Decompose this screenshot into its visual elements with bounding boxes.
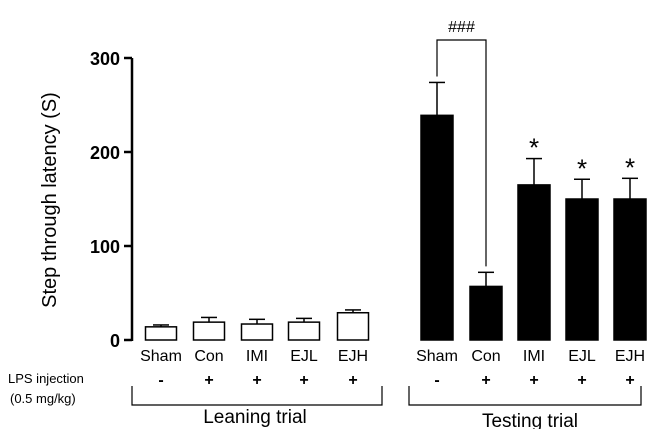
y-tick-label-1: 100: [90, 237, 120, 257]
category-label-0-1: Con: [194, 348, 223, 365]
category-label-1-3: EJL: [568, 348, 596, 365]
bar-0-2: [240, 323, 274, 341]
bar-1-1: [469, 285, 503, 341]
error-bar-1-4: [622, 177, 638, 199]
error-bar-0-0: [153, 324, 169, 327]
group-label-testing: Testing trial: [482, 411, 578, 429]
group-label-leaning: Leaning trial: [203, 407, 307, 428]
lps-sign-1-4: +: [625, 372, 634, 389]
error-bars: [153, 81, 638, 327]
lps-sign-0-3: +: [299, 372, 308, 389]
y-tick-label-3: 300: [90, 49, 120, 69]
error-bar-1-2: [526, 157, 542, 185]
category-label-0-3: EJL: [290, 348, 318, 365]
lps-sign-0-2: +: [252, 372, 261, 389]
bar-1-4: [613, 198, 647, 341]
lps-row-label-line1: LPS injection: [8, 371, 84, 386]
category-label-1-0: Sham: [416, 348, 458, 365]
error-bar-1-1: [478, 271, 494, 287]
y-axis-label: Step through latency (S): [39, 92, 61, 308]
bar-0-3: [287, 321, 321, 341]
category-label-0-4: EJH: [338, 348, 368, 365]
error-bar-1-3: [574, 178, 590, 199]
significance-star-1-3: *: [577, 153, 587, 183]
lps-sign-0-0: -: [158, 372, 163, 389]
error-bar-1-0: [429, 81, 445, 116]
bar-1-2: [517, 184, 551, 341]
lps-sign-1-3: +: [577, 372, 586, 389]
significance-star-1-2: *: [529, 133, 539, 163]
bar-0-4: [336, 311, 370, 341]
group-bracket-1: [408, 386, 642, 406]
lps-sign-1-1: +: [481, 372, 490, 389]
comparison-bracket: [436, 39, 487, 267]
comparison-label: ###: [448, 19, 475, 36]
lps-sign-0-1: +: [204, 372, 213, 389]
y-tick-label-0: 0: [110, 331, 120, 351]
y-tick-label-2: 200: [90, 143, 120, 163]
category-label-1-1: Con: [471, 348, 500, 365]
lps-sign-1-0: -: [434, 372, 439, 389]
bar-0-0: [144, 326, 178, 341]
bar-0-1: [192, 321, 226, 341]
bar-1-0: [420, 114, 454, 341]
category-labels: Sham - Con + IMI + EJL + EJH + Sham - Con + IMI + EJL + EJ…: [140, 348, 645, 389]
group-brackets: [131, 386, 642, 406]
lps-sign-0-4: +: [348, 372, 357, 389]
lps-row-label-line2: (0.5 mg/kg): [10, 391, 76, 406]
annotations: * * * ###: [436, 19, 635, 267]
lps-sign-1-2: +: [529, 372, 538, 389]
error-bar-0-1: [201, 316, 217, 323]
significance-star-1-4: *: [625, 152, 635, 182]
category-label-0-0: Sham: [140, 348, 182, 365]
bars: [144, 114, 647, 341]
error-bar-0-3: [296, 317, 312, 323]
group-bracket-0: [131, 386, 383, 406]
error-bar-0-4: [345, 309, 361, 313]
category-label-1-2: IMI: [523, 348, 545, 365]
category-label-0-2: IMI: [246, 348, 268, 365]
bar-1-3: [565, 198, 599, 341]
error-bar-0-2: [249, 318, 265, 325]
category-label-1-4: EJH: [615, 348, 645, 365]
y-ticks: 0 100 200 300: [90, 49, 132, 351]
